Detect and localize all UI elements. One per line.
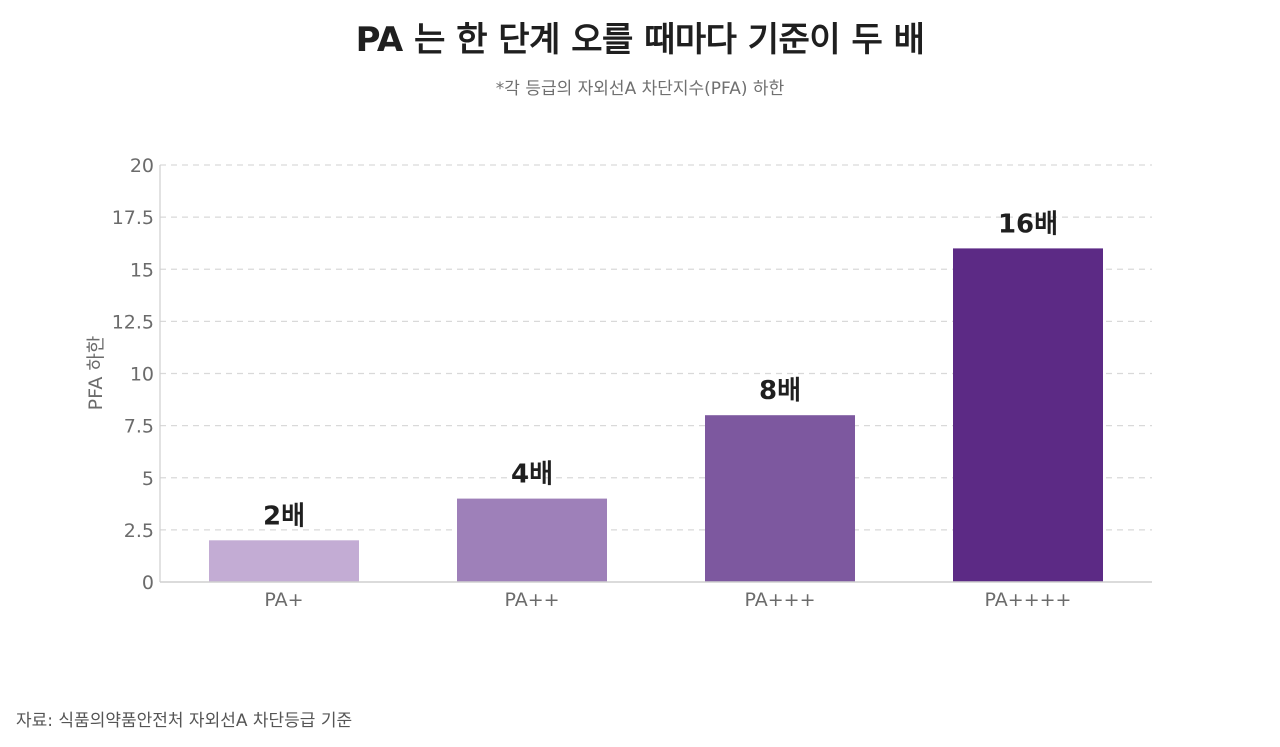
x-axis-ticks: PA+ PA++ PA+++ PA++++ <box>264 589 1071 611</box>
y-tick-label: 7.5 <box>124 416 154 438</box>
bar-paplusplusplusplus <box>953 248 1103 582</box>
chart-title: PA 는 한 단계 오를 때마다 기준이 두 배 <box>355 20 925 60</box>
y-tick-label: 12.5 <box>112 311 154 333</box>
data-labels: 2배 4배 8배 16배 <box>263 209 1058 531</box>
data-label: 16배 <box>998 209 1058 239</box>
chart-subtitle: *각 등급의 자외선A 차단지수(PFA) 하한 <box>495 79 785 99</box>
y-tick-label: 0 <box>142 572 154 594</box>
x-tick-label: PA+++ <box>745 589 816 611</box>
bar-chart: 0 2.5 5 7.5 10 12.5 15 17.5 20 2배 4배 8배 16배 PA+ PA++… <box>85 155 1152 611</box>
x-tick-label: PA++++ <box>985 589 1072 611</box>
y-tick-label: 17.5 <box>112 207 154 229</box>
data-label: 2배 <box>263 501 305 531</box>
bar-paplusplus <box>457 498 607 582</box>
data-label: 4배 <box>511 460 553 490</box>
source-note: 자료: 식품의약품안전처 자외선A 차단등급 기준 <box>16 711 353 731</box>
data-label: 8배 <box>759 376 801 406</box>
y-tick-label: 15 <box>130 259 154 281</box>
x-tick-label: PA++ <box>504 589 559 611</box>
y-axis-title: PFA 하한 <box>85 336 107 411</box>
y-tick-label: 20 <box>130 155 154 177</box>
x-tick-label: PA+ <box>264 589 303 611</box>
y-tick-label: 2.5 <box>124 520 154 542</box>
bar-paplus <box>209 540 359 582</box>
bars <box>209 248 1103 582</box>
y-tick-label: 10 <box>130 364 154 386</box>
bar-paplusplusplus <box>705 415 855 582</box>
y-tick-label: 5 <box>142 468 154 490</box>
y-axis-ticks: 0 2.5 5 7.5 10 12.5 15 17.5 20 <box>112 155 154 594</box>
